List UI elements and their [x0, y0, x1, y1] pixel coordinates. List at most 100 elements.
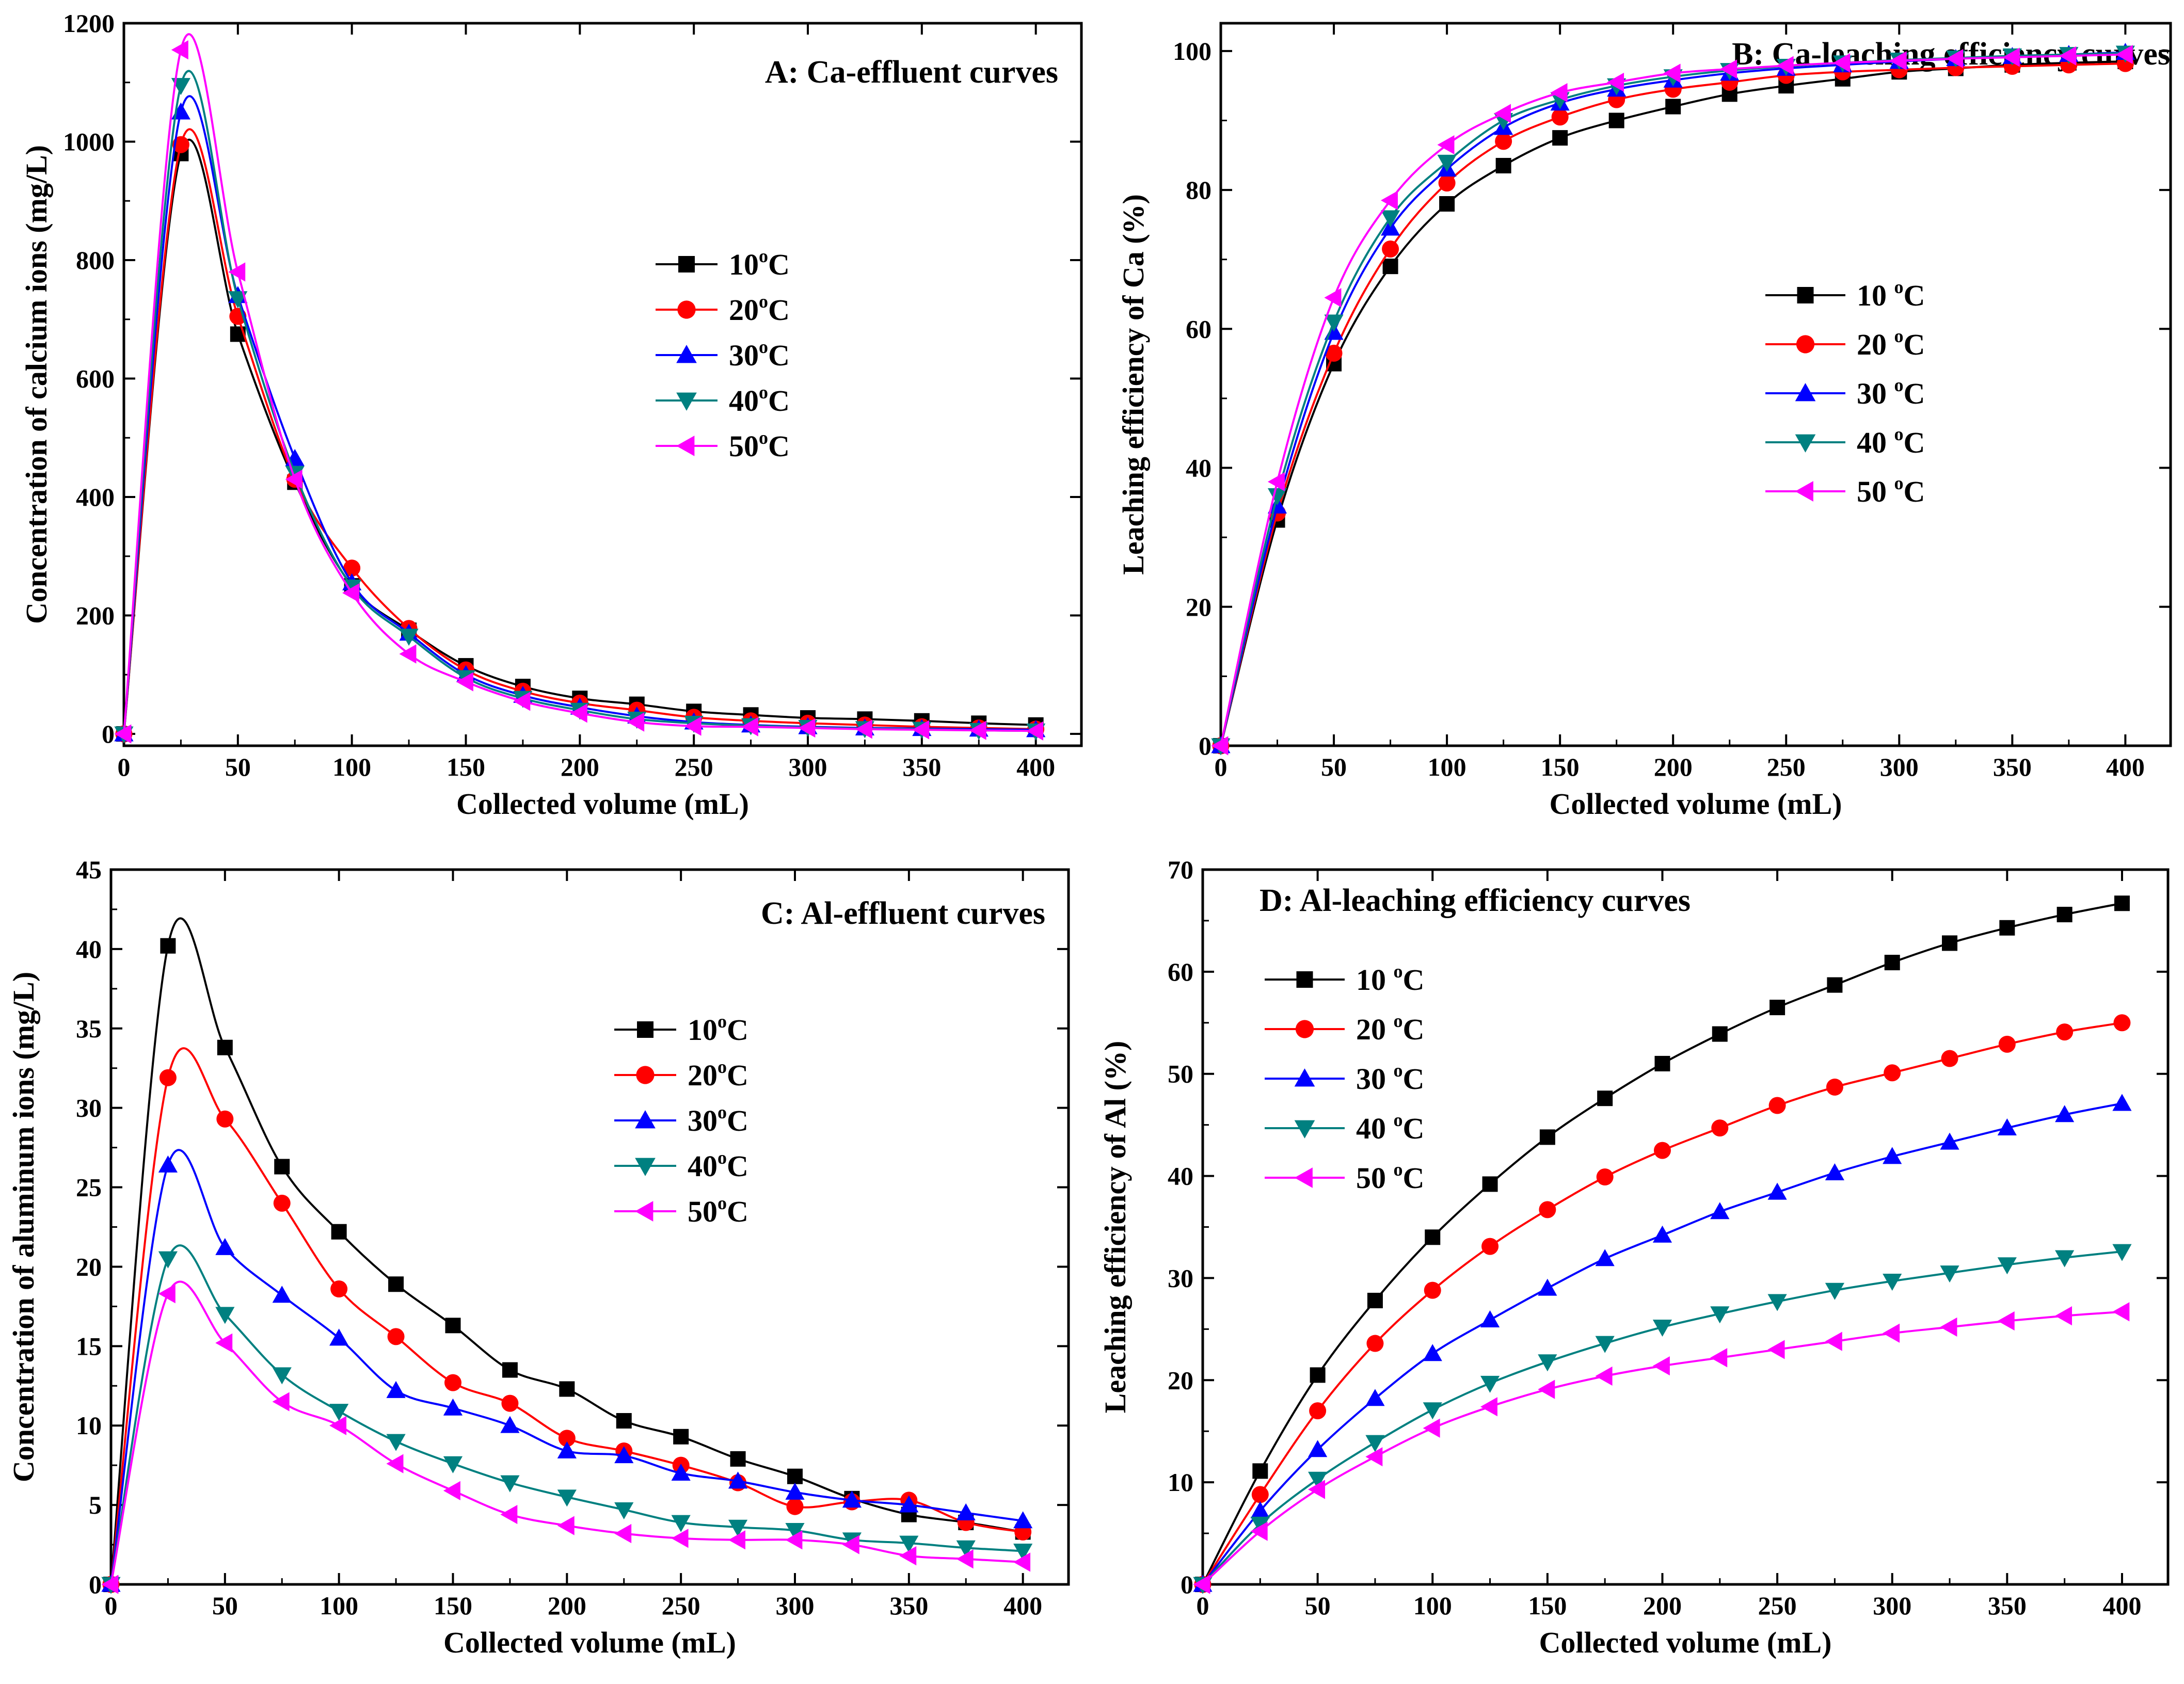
data-point — [1825, 1332, 1842, 1351]
series-line — [1220, 51, 2126, 746]
data-point — [285, 470, 302, 489]
data-point — [513, 692, 531, 711]
series-line — [1220, 53, 2126, 746]
legend-label: 10oC — [729, 246, 790, 281]
y-tick-label: 100 — [1173, 37, 1211, 66]
series-30-c — [1193, 1094, 2132, 1592]
data-point — [1997, 1257, 2017, 1275]
x-tick-label: 400 — [1003, 1591, 1042, 1620]
series-line — [1220, 52, 2126, 746]
legend-marker — [635, 1158, 656, 1176]
panel-title: A: Ca-effluent curves — [765, 55, 1058, 90]
data-point — [1482, 1176, 1498, 1192]
data-point — [274, 1159, 290, 1175]
series-line — [123, 128, 1036, 734]
data-point — [1211, 736, 1229, 756]
series-line — [1202, 1310, 2123, 1585]
data-point — [728, 1471, 748, 1489]
series-40-c — [101, 1244, 1033, 1594]
data-point — [228, 291, 248, 309]
x-tick-label: 150 — [434, 1591, 472, 1620]
y-tick-label: 600 — [76, 364, 115, 393]
data-point — [114, 724, 132, 744]
data-point — [500, 1416, 520, 1433]
y-tick-label: 60 — [1186, 314, 1211, 343]
data-point — [216, 1110, 234, 1128]
y-tick-label: 15 — [76, 1332, 102, 1360]
data-point — [1776, 56, 1794, 75]
data-point — [2112, 1302, 2130, 1322]
x-tick-label: 0 — [118, 752, 131, 781]
plot-frame — [1219, 22, 2172, 747]
chart-panel-c: 0 50 100 150 200 250 300 350 400 0 5 10 15 20 25 30 35 40… — [7, 855, 1070, 1659]
data-point — [1595, 1336, 1615, 1353]
data-point — [1437, 135, 1455, 155]
y-tick-label: 50 — [1168, 1060, 1193, 1088]
series-line — [1202, 902, 2123, 1585]
data-point — [1767, 1340, 1785, 1359]
data-point — [842, 1535, 859, 1554]
data-point — [158, 1284, 176, 1304]
data-point — [1310, 1367, 1326, 1383]
x-axis-title: Collected volume (mL) — [456, 787, 749, 821]
data-point — [273, 1194, 291, 1212]
data-point — [1308, 1480, 1326, 1499]
series-50-c — [1193, 1302, 2130, 1594]
data-point — [1998, 1035, 2016, 1053]
x-tick-label: 400 — [2106, 752, 2145, 781]
data-point — [1250, 1501, 1270, 1518]
legend-label: 20 oC — [1356, 1011, 1424, 1046]
data-point — [558, 1430, 576, 1447]
legend-label: 40 oC — [1857, 424, 1925, 459]
data-point — [1367, 1292, 1383, 1308]
y-tick-label: 0 — [89, 1570, 102, 1599]
y-tick-label: 10 — [76, 1411, 102, 1440]
y-tick-label: 5 — [89, 1490, 102, 1519]
data-point — [557, 1441, 577, 1458]
y-tick-label: 70 — [1168, 855, 1193, 884]
data-point — [329, 1328, 349, 1346]
legend-marker — [1296, 971, 1313, 988]
y-tick-label: 35 — [76, 1014, 102, 1043]
x-tick-label: 100 — [320, 1591, 358, 1620]
x-tick-label: 250 — [1758, 1591, 1797, 1620]
legend: 10oC 20oC 30oC 40oC 50oC — [656, 246, 790, 463]
series-line — [123, 33, 1036, 734]
plot-frame — [1201, 868, 2170, 1586]
data-point — [1940, 1317, 1957, 1337]
x-tick-label: 100 — [332, 752, 371, 781]
legend-marker — [1294, 1120, 1315, 1138]
data-point — [342, 583, 360, 603]
data-point — [671, 1463, 691, 1481]
legend: 10 oC 20 oC 30 oC 40 oC 50 oC — [1765, 277, 1925, 508]
x-tick-label: 50 — [1305, 1591, 1331, 1620]
data-point — [2114, 895, 2130, 911]
data-point — [443, 1456, 463, 1473]
data-point — [956, 1540, 976, 1558]
data-point — [158, 1251, 178, 1269]
data-point — [557, 1489, 577, 1507]
x-tick-label: 0 — [1197, 1591, 1209, 1620]
data-point — [1883, 1323, 1900, 1343]
data-point — [1710, 1202, 1730, 1220]
data-point — [2056, 1023, 2074, 1041]
data-point — [1654, 1055, 1670, 1071]
series-line — [1220, 62, 2126, 746]
legend-marker — [635, 1201, 653, 1222]
panel-title: C: Al-effluent curves — [761, 896, 1045, 931]
data-point — [671, 1515, 691, 1532]
data-point — [387, 1328, 405, 1345]
x-tick-label: 200 — [548, 1591, 586, 1620]
data-point — [1940, 1132, 1959, 1150]
legend-marker — [1797, 287, 1814, 303]
data-point — [728, 1530, 745, 1550]
data-point — [171, 40, 188, 60]
data-point — [1942, 935, 1958, 951]
data-point — [855, 719, 872, 739]
y-tick-label: 200 — [76, 601, 115, 630]
data-point — [1946, 49, 1964, 69]
chart-panel-a: 0 50 100 150 200 250 300 350 400 0 200 400 600 800 100… — [20, 9, 1083, 821]
legend-marker — [1295, 1020, 1314, 1038]
series-40-c — [1211, 45, 2135, 756]
panel-title: D: Al-leaching efficiency curves — [1260, 883, 1691, 918]
